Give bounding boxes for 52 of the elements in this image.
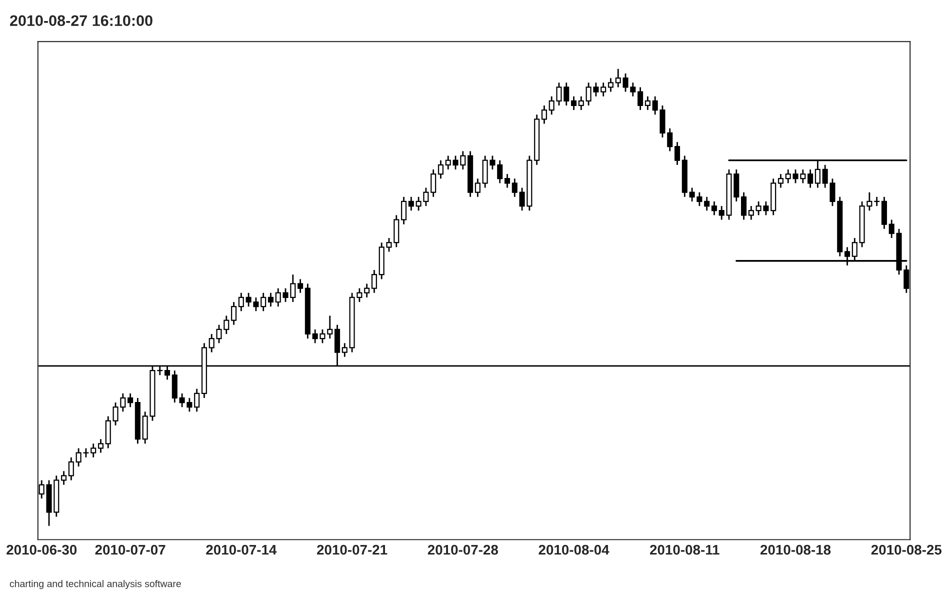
candlestick	[808, 168, 814, 188]
candlestick	[504, 173, 510, 188]
candlestick	[68, 456, 74, 481]
candlestick	[578, 96, 584, 111]
candlestick	[748, 205, 754, 220]
candlestick	[778, 173, 784, 188]
candlestick	[268, 292, 274, 308]
candlestick	[541, 104, 547, 124]
candlestick	[371, 269, 377, 294]
candlestick	[408, 196, 414, 212]
candlestick	[474, 178, 480, 198]
x-tick-label: 2010-08-18	[760, 544, 831, 555]
candlestick	[342, 342, 348, 358]
candlestick	[260, 292, 266, 312]
candlestick	[571, 96, 577, 111]
candlestick	[105, 416, 111, 449]
x-tick-label: 2010-07-28	[428, 544, 498, 555]
candlestick	[401, 196, 407, 225]
candlestick	[600, 82, 606, 98]
candlestick	[638, 86, 644, 111]
candlestick	[711, 200, 717, 216]
candlestick	[90, 442, 96, 458]
x-tick-label: 2010-07-21	[317, 544, 388, 555]
candlestick	[61, 470, 67, 486]
candlestick	[608, 77, 614, 92]
x-tick-label: 2010-07-07	[95, 544, 166, 555]
candlestick	[298, 278, 304, 294]
candlestick	[194, 388, 200, 412]
x-tick-label: 2010-06-30	[6, 544, 77, 555]
candlestick	[874, 196, 880, 207]
candlestick	[238, 292, 244, 312]
candlestick	[644, 96, 650, 111]
candlestick	[231, 301, 237, 326]
candlestick	[275, 288, 281, 308]
x-tick-label: 2010-08-25	[871, 544, 942, 555]
candlestick	[98, 438, 104, 454]
candlestick	[674, 141, 680, 166]
candlestick	[128, 392, 134, 408]
text: charting and technical analysis software	[10, 580, 181, 590]
candlestick	[667, 128, 673, 152]
candlestick	[741, 192, 747, 220]
x-tick-label: 2010-07-14	[206, 544, 277, 555]
candlestick	[430, 168, 436, 198]
candlestick	[364, 283, 370, 298]
x-tick-label: 2010-08-11	[650, 544, 720, 555]
candlestick	[438, 160, 444, 180]
candlestick	[881, 196, 887, 230]
candlestick	[704, 196, 710, 212]
candlestick	[512, 178, 518, 198]
candlestick	[172, 370, 178, 404]
x-tick-label: 2010-08-04	[538, 544, 610, 555]
chart-title: 2010-08-27 16:10:00	[10, 15, 152, 26]
